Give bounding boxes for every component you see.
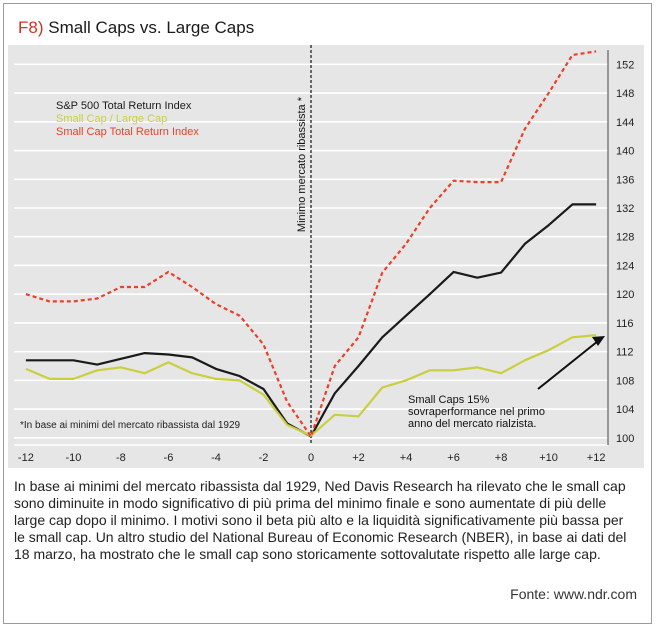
x-tick-label: +12 bbox=[587, 452, 606, 464]
y-axis-ticks: 100 104 108 112 116 120 124 128 132 136 140 144 148 1… bbox=[607, 50, 634, 445]
x-tick-label: -6 bbox=[164, 452, 174, 464]
x-tick-label: +2 bbox=[352, 452, 365, 464]
callout-text: anno del mercato rialzista. bbox=[408, 418, 536, 430]
y-tick-label: 132 bbox=[616, 203, 634, 215]
y-tick-label: 152 bbox=[616, 59, 634, 71]
bear-market-low-marker: Minimo mercato ribassista * bbox=[296, 45, 312, 445]
y-tick-label: 140 bbox=[616, 146, 634, 158]
y-tick-label: 112 bbox=[616, 347, 634, 359]
x-tick-label: -8 bbox=[116, 452, 126, 464]
caption: In base ai minimi del mercato ribassista… bbox=[14, 478, 636, 563]
x-tick-label: 0 bbox=[308, 452, 314, 464]
y-tick-label: 124 bbox=[616, 260, 634, 272]
y-tick-label: 148 bbox=[616, 88, 634, 100]
callout-arrow-head bbox=[592, 336, 605, 346]
legend-entry: Small Cap / Large Cap bbox=[56, 113, 167, 125]
line-chart: 100 104 108 112 116 120 124 128 132 136 140 144 148 1… bbox=[14, 45, 634, 464]
x-tick-label: +8 bbox=[495, 452, 508, 464]
x-tick-label: -2 bbox=[259, 452, 269, 464]
chart-area: 100 104 108 112 116 120 124 128 132 136 140 144 148 1… bbox=[8, 45, 644, 468]
x-axis-ticks: -12 -10 -8 -6 -4 -2 0 +2 +4 +6 +8 +10 +12 bbox=[18, 452, 606, 464]
y-tick-label: 120 bbox=[616, 289, 634, 301]
legend-entry: S&P 500 Total Return Index bbox=[56, 100, 192, 112]
y-tick-label: 100 bbox=[616, 433, 634, 445]
legend-entry: Small Cap Total Return Index bbox=[56, 126, 199, 138]
y-tick-label: 136 bbox=[616, 174, 634, 186]
footnote-text: *In base ai minimi del mercato ribassist… bbox=[20, 420, 241, 431]
y-tick-label: 116 bbox=[616, 318, 634, 330]
series-line-2 bbox=[25, 334, 597, 437]
x-tick-label: -10 bbox=[65, 452, 81, 464]
bear-market-low-label: Minimo mercato ribassista * bbox=[296, 96, 308, 232]
series-line-3 bbox=[25, 50, 597, 438]
callout-text: sovraperformance nel primo bbox=[408, 406, 545, 418]
x-tick-label: -12 bbox=[18, 452, 34, 464]
y-tick-label: 108 bbox=[616, 375, 634, 387]
figure-label: F8) bbox=[18, 18, 44, 37]
x-tick-label: +10 bbox=[539, 452, 558, 464]
y-tick-label: 104 bbox=[616, 404, 634, 416]
x-tick-label: +4 bbox=[400, 452, 413, 464]
caption-text: In base ai minimi del mercato ribassista… bbox=[14, 478, 627, 562]
series-lines bbox=[25, 50, 597, 438]
source-credit: Fonte: www.ndr.com bbox=[510, 586, 637, 602]
callout-arrow-line bbox=[537, 340, 599, 390]
figure-title: F8) Small Caps vs. Large Caps bbox=[18, 18, 254, 38]
y-tick-label: 144 bbox=[616, 117, 634, 129]
figure-title-text: Small Caps vs. Large Caps bbox=[48, 18, 255, 37]
y-tick-label: 128 bbox=[616, 232, 634, 244]
x-tick-label: +6 bbox=[447, 452, 460, 464]
callout-text: Small Caps 15% bbox=[408, 394, 490, 406]
x-tick-label: -4 bbox=[211, 452, 221, 464]
chart-annotations: *In base ai minimi del mercato ribassist… bbox=[20, 336, 605, 431]
